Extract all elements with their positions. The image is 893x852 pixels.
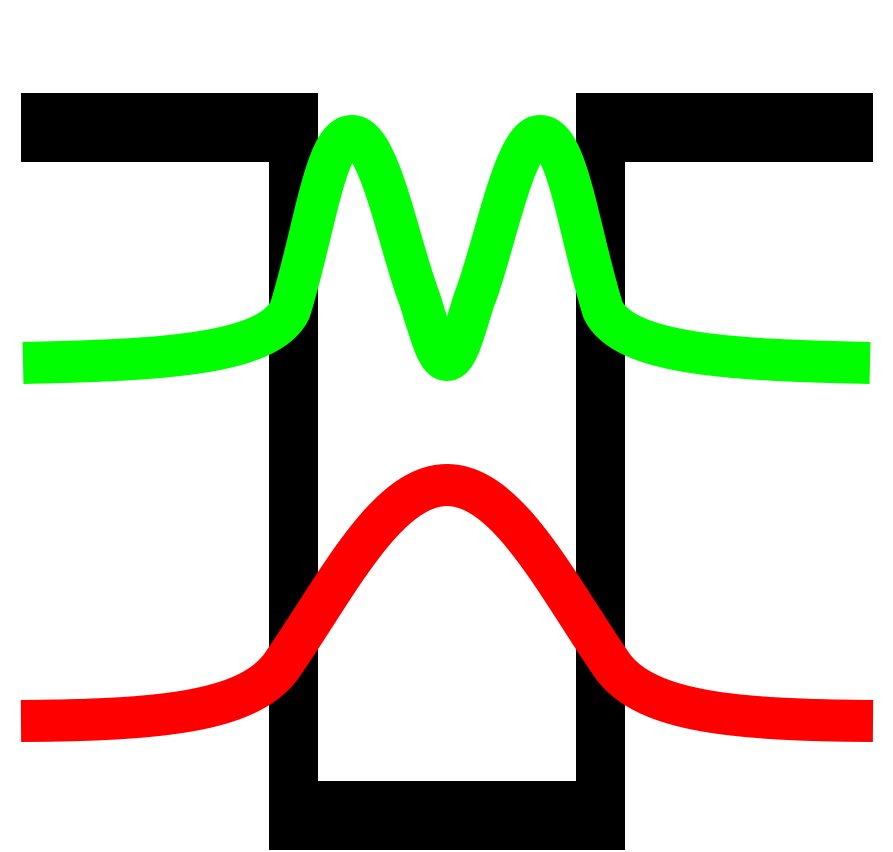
ground-state-wavefunction bbox=[20, 464, 874, 742]
excited-state-wavefunction bbox=[22, 115, 871, 384]
well-bottom bbox=[269, 781, 625, 850]
well-right-barrier-top bbox=[576, 93, 873, 162]
potential-well bbox=[21, 93, 873, 850]
well-left-barrier-top bbox=[21, 93, 318, 162]
